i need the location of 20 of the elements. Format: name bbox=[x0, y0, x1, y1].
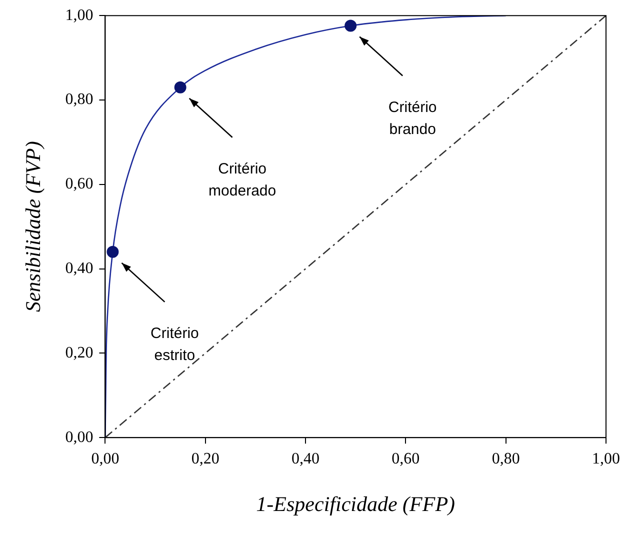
annotation: Critério brando bbox=[388, 98, 437, 138]
y-tick-label: 0,20 bbox=[65, 344, 94, 362]
x-tick-label: 1,00 bbox=[592, 450, 620, 468]
x-tick-label: 0,20 bbox=[191, 450, 220, 468]
x-tick-label: 0,40 bbox=[292, 450, 320, 468]
point bbox=[174, 81, 186, 94]
y-tick-label: 0,60 bbox=[65, 176, 94, 193]
x-tick-label: 0,60 bbox=[392, 450, 420, 468]
x-tick-label: 0,00 bbox=[91, 450, 120, 468]
annotation: Critério moderado bbox=[208, 160, 276, 200]
annotation: Critério estrito bbox=[150, 325, 199, 364]
x-tick-label: 0,80 bbox=[492, 450, 520, 468]
y-tick-label: 1,00 bbox=[65, 6, 94, 24]
y-tick-label: 0,40 bbox=[65, 260, 94, 278]
y-tick-label: 0,80 bbox=[65, 91, 94, 108]
y-tick-label: 0,00 bbox=[65, 428, 94, 446]
y-axis-title: Sensibilidade (FVP) bbox=[21, 141, 46, 312]
point bbox=[106, 246, 119, 258]
point bbox=[344, 20, 357, 32]
x-axis-title: 1-Especificidade (FFP) bbox=[256, 492, 456, 516]
